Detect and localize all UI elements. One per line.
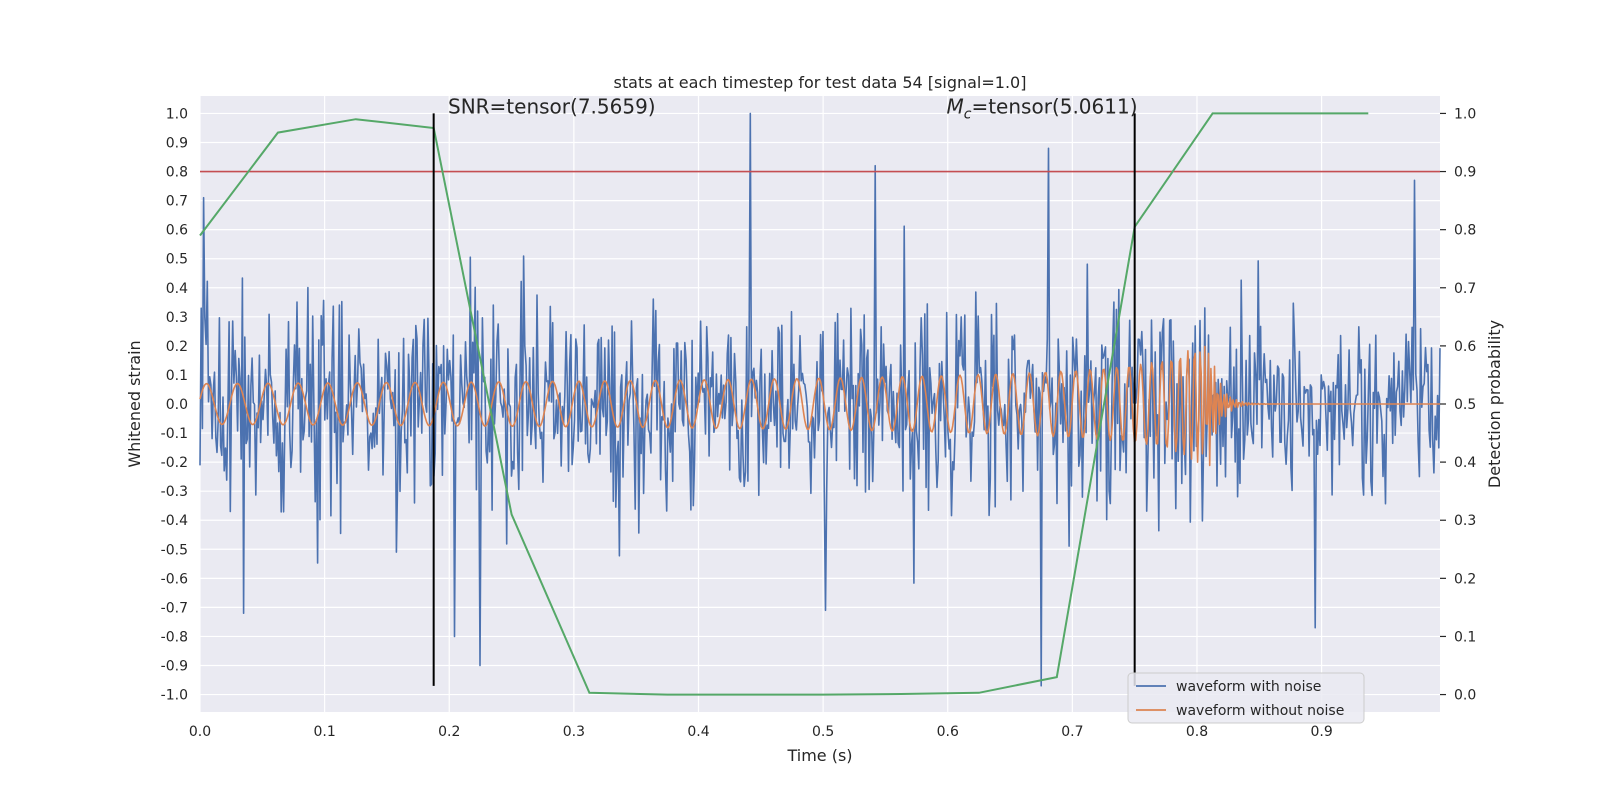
overlay-layer <box>199 112 1440 696</box>
series-line-detection-probability <box>199 112 1369 696</box>
y-tick-label: 0.8 <box>166 165 188 181</box>
y-tick-label: -0.9 <box>161 659 188 675</box>
y2-tick-label: 0.9 <box>1454 165 1476 181</box>
legend: waveform with noise waveform without noi… <box>1127 672 1365 724</box>
x-tick-label: 0.0 <box>189 724 211 740</box>
y2-tick-label: 0.7 <box>1454 281 1476 297</box>
chirp-mass-annotation: Mc=tensor(5.0611) <box>946 94 1137 122</box>
legend-label-waveform-without-noise: waveform without noise <box>1176 703 1344 719</box>
y2-tick-label: 1.0 <box>1454 106 1476 122</box>
y-tick-label: 0.0 <box>166 397 188 413</box>
left-axis-ticks: -1.0 -0.9 -0.8 -0.7 -0.6 -0.5 -0.4 -0.3 -0.2 -0.1… <box>161 106 188 703</box>
y2-tick-label: 0.1 <box>1454 629 1476 645</box>
y-tick-label: 0.5 <box>166 252 188 268</box>
y-tick-label: 0.3 <box>166 310 188 326</box>
y2-tick-label: 0.0 <box>1454 688 1476 704</box>
y-tick-label: -0.5 <box>161 542 188 558</box>
x-tick-label: 0.3 <box>563 724 585 740</box>
y-tick-label: -0.1 <box>161 426 188 442</box>
y-tick-label: -0.8 <box>161 629 188 645</box>
y-tick-label: 0.6 <box>166 223 188 239</box>
x-tick-label: 0.4 <box>687 724 709 740</box>
x-tick-label: 0.1 <box>313 724 335 740</box>
x-axis-ticks: 0.0 0.1 0.2 0.3 0.4 0.5 0.6 0.7 0.8 0.9 <box>189 724 1333 740</box>
x-tick-label: 0.6 <box>937 724 959 740</box>
y-tick-label: -0.6 <box>161 571 188 587</box>
x-tick-label: 0.8 <box>1186 724 1208 740</box>
y2-tick-label: 0.6 <box>1454 339 1476 355</box>
y-tick-label: 0.2 <box>166 339 188 355</box>
right-axis-ticks: 0.0 0.1 0.2 0.3 0.4 0.5 0.6 0.7 0.8 0.9 1.0 <box>1440 106 1476 704</box>
chart-title: stats at each timestep for test data 54 … <box>614 73 1027 92</box>
legend-frame <box>1127 672 1365 724</box>
chirp-mass-value: =tensor(5.0611) <box>971 94 1137 118</box>
series-layer <box>199 112 1441 687</box>
series-line-waveform-without-noise <box>199 345 1440 467</box>
x-tick-label: 0.2 <box>438 724 460 740</box>
x-axis-label: Time (s) <box>786 746 852 765</box>
chirp-mass-subscript: c <box>964 106 972 122</box>
series-line-waveform-with-noise <box>199 112 1441 687</box>
y-tick-label: -1.0 <box>161 688 188 704</box>
y2-axis-label: Detection probability <box>1485 320 1504 488</box>
y-tick-label: 1.0 <box>166 106 188 122</box>
y-tick-label: -0.2 <box>161 455 188 471</box>
y2-tick-label: 0.5 <box>1454 397 1476 413</box>
y-tick-label: 0.7 <box>166 194 188 210</box>
snr-annotation: SNR=tensor(7.5659) <box>448 94 656 118</box>
x-tick-label: 0.7 <box>1061 724 1083 740</box>
y-tick-label: 0.9 <box>166 135 188 151</box>
x-tick-label: 0.9 <box>1310 724 1332 740</box>
y-tick-label: -0.3 <box>161 484 188 500</box>
chirp-mass-symbol: M <box>946 94 963 118</box>
y2-tick-label: 0.8 <box>1454 223 1476 239</box>
y2-tick-label: 0.3 <box>1454 513 1476 529</box>
legend-label-waveform-with-noise: waveform with noise <box>1176 679 1321 695</box>
y2-tick-label: 0.2 <box>1454 571 1476 587</box>
y-tick-label: 0.4 <box>166 281 188 297</box>
y-tick-label: 0.1 <box>166 368 188 384</box>
y-tick-label: -0.7 <box>161 600 188 616</box>
x-tick-label: 0.5 <box>812 724 834 740</box>
y-tick-label: -0.4 <box>161 513 188 529</box>
y-axis-label: Whitened strain <box>125 340 144 467</box>
y2-tick-label: 0.4 <box>1454 455 1476 471</box>
